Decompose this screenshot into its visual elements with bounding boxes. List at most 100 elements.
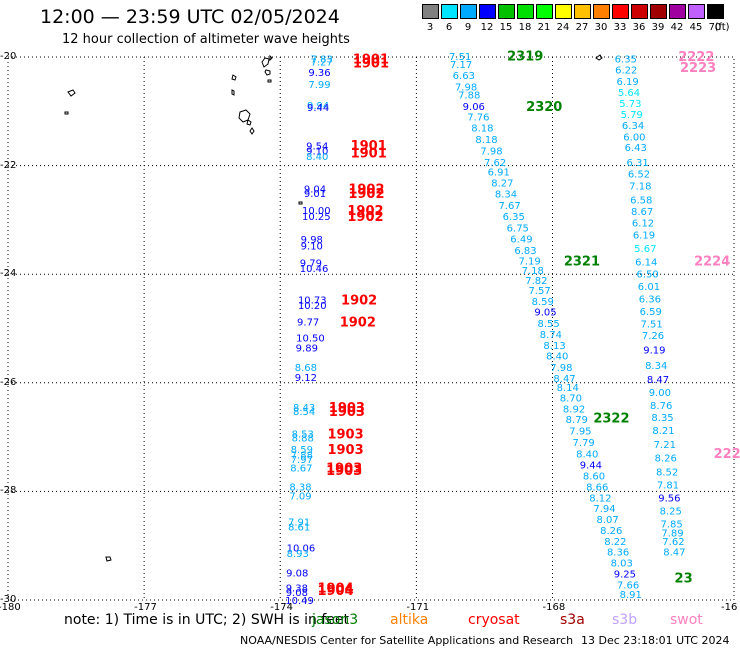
island-outline [64,54,603,562]
wave-height-value: 10.06 [287,543,316,554]
legend-label: 45 [689,22,703,33]
legend-swatch [574,4,591,19]
wave-height-value: 5.73 [619,99,641,110]
wave-height-value: 9.12 [295,373,317,384]
wave-height-value: 6.12 [632,219,654,230]
pass-cycle-label: 1902 [347,210,383,225]
wave-height-value: 9.05 [534,308,556,319]
pass-cycle-label: 2320 [526,100,562,115]
wave-height-value: 7.27 [311,57,333,68]
wave-height-value: 7.18 [522,266,544,277]
legend-swatch [650,4,667,19]
wave-height-value: 7.51 [449,52,471,63]
wave-height-value: 6.01 [638,282,660,293]
lat-tick-label: -22 [0,159,17,171]
wave-height-value: 5.67 [634,244,656,255]
wave-height-value: 7.85 [660,519,682,530]
satellite-label: s3b [612,612,638,628]
legend-label: 42 [670,22,684,33]
pass-cycle-label: 222 [714,447,740,462]
wave-height-value: 7.18 [629,182,651,193]
legend-swatch [669,4,686,19]
wave-height-value: 6.59 [640,307,662,318]
wave-height-value: 7.57 [528,286,550,297]
wave-height-value: 9.44 [307,103,329,114]
pass-cycle-label: 1903 [327,443,363,458]
wave-height-value: 7.62 [484,158,506,169]
wave-height-value: 9.54 [306,142,328,153]
wave-height-value: 7.17 [450,60,472,71]
wave-height-value: 8.07 [597,515,619,526]
wave-height-value: 6.19 [633,231,655,242]
wave-height-value: 6.63 [453,71,475,82]
pass-cycle-label: 1903 [327,427,363,442]
legend-label: 39 [651,22,665,33]
lon-tick-label: -180 [0,602,21,613]
wave-height-value: 6.34 [622,121,644,132]
legend-unit: (ft) [714,22,730,33]
lat-tick-label: -20 [0,51,17,62]
wave-height-value: 8.25 [660,506,682,517]
wave-height-value: 8.36 [607,548,629,559]
wave-height-value: 8.40 [576,449,598,460]
wave-height-value: 6.14 [635,258,657,269]
legend-label: 12 [480,22,494,33]
pass-cycle-label: 2223 [680,61,716,76]
wave-height-value: 8.53 [292,429,314,440]
wave-height-value: 8.60 [583,472,605,483]
legend-swatch [479,4,496,19]
lon-tick-label: -174 [270,602,293,613]
wave-height-value: 7.21 [654,440,676,451]
legend-label: 6 [445,22,453,33]
wave-height-value: 8.13 [543,341,565,352]
wave-height-value: 6.49 [510,234,532,245]
wave-height-value: 9.19 [643,346,665,357]
generated-timestamp: 13 Dec 23:18:01 UTC 2024 [581,634,730,647]
wave-height-value: 8.47 [647,375,669,386]
wave-height-value: 8.74 [540,330,562,341]
wave-height-value: 6.52 [628,170,650,181]
wave-height-value: 7.98 [480,146,502,157]
chart-title: 12:00 — 23:59 UTC 02/05/2024 [40,6,340,28]
wave-height-value: 6.75 [507,224,529,235]
legend-swatch [498,4,515,19]
legend-label: 18 [518,22,532,33]
wave-height-value: 8.93 [287,549,309,560]
lon-tick-label: -171 [406,602,430,613]
wave-height-value: 8.91 [620,590,642,601]
wave-height-value: 9.56 [658,493,680,504]
legend-label: 15 [499,22,513,33]
pass-cycle-label: 1904 [317,584,353,599]
pass-cycle-label: 1903 [329,401,365,416]
wave-height-value: 9.25 [614,569,636,580]
wave-height-value: 8.67 [290,464,312,475]
legend-swatch [688,4,705,19]
pass-cycle-labels: 1901190119011901190219021902190219021902… [317,49,740,599]
wave-height-value: 7.81 [657,480,679,491]
wave-height-value: 6.31 [626,158,648,169]
wave-height-value: 5.64 [618,88,640,99]
pass-cycle-label: 1903 [326,464,362,479]
wave-height-value: 6.43 [625,143,647,154]
pass-cycle-label: 2319 [507,49,543,64]
wave-height-value: 6.58 [630,195,652,206]
wave-height-value: 6.35 [503,212,525,223]
legend-label: 21 [537,22,551,33]
wave-height-value: 10.20 [298,301,327,312]
pass-cycle-label: 1902 [340,315,376,330]
wave-height-value: 6.36 [639,295,661,306]
legend-swatch [593,4,610,19]
wave-height-value: 7.89 [661,529,683,540]
wave-height-value: 8.67 [631,207,653,218]
legend-label: 24 [556,22,570,33]
wave-height-value: 7.99 [308,80,330,91]
wave-height-value: 8.18 [471,124,493,135]
pass-cycle-label: 1901 [351,139,387,154]
wave-height-value: 8.92 [563,404,585,415]
wave-height-value: 10.49 [285,596,314,607]
lon-tick-label: -177 [134,602,157,613]
wave-height-value: 10.50 [296,334,325,345]
legend-swatch [460,4,477,19]
wave-height-value: 10.00 [302,206,331,217]
wave-height-value: 8.21 [652,426,674,437]
